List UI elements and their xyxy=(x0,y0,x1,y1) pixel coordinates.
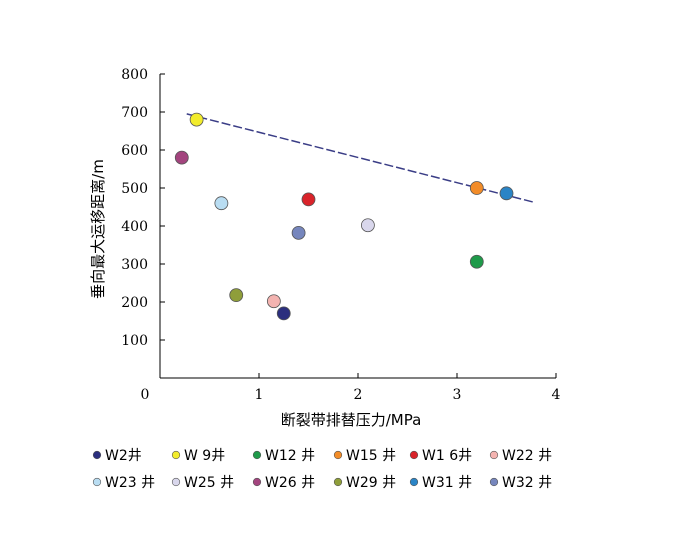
legend-marker xyxy=(409,450,419,460)
data-point xyxy=(469,254,484,269)
data-point xyxy=(469,181,484,195)
legend-label: W12 井 xyxy=(265,448,315,464)
legend-label: W26 井 xyxy=(265,475,315,491)
data-point xyxy=(291,225,306,240)
y-tick-label: 100 xyxy=(121,333,148,349)
legend-label: W32 井 xyxy=(502,475,552,491)
data-point xyxy=(360,218,375,233)
legend-label: W25 井 xyxy=(184,475,234,491)
y-tick-label: 200 xyxy=(121,295,148,311)
legend-label: W31 井 xyxy=(422,475,472,491)
x-tick-label: 2 xyxy=(354,387,363,403)
x-axis-title: 断裂带排替压力/MPa xyxy=(281,411,422,429)
legend-label: W15 井 xyxy=(346,448,396,464)
legend-marker xyxy=(171,450,181,460)
y-tick-label: 500 xyxy=(121,181,148,197)
legend-marker xyxy=(333,450,343,460)
legend-label: W2井 xyxy=(105,448,142,464)
legend: W2井 W 9井 W12 井 W15 井 W1 6井 W22 井 W23 井 W25 井 W26… xyxy=(92,448,552,491)
legend-label: W29 井 xyxy=(346,475,396,491)
legend-marker xyxy=(92,477,102,487)
legend-marker xyxy=(489,450,499,460)
data-point xyxy=(499,186,514,201)
legend-marker xyxy=(252,450,262,460)
x-tick-label: 1 xyxy=(255,387,264,403)
data-point xyxy=(214,196,229,211)
y-tick-label: 300 xyxy=(121,257,148,273)
data-point xyxy=(229,288,244,303)
y-tick-label: 600 xyxy=(121,143,148,159)
legend-marker xyxy=(409,477,419,487)
x-tick-label: 0 xyxy=(141,387,150,403)
x-tick-label: 4 xyxy=(552,387,561,403)
y-axis-title: 垂向最大运移距离/m xyxy=(89,159,107,299)
data-point xyxy=(276,306,291,321)
legend-label: W1 6井 xyxy=(422,448,472,464)
legend-marker xyxy=(171,477,181,487)
x-tick-label: 3 xyxy=(453,387,462,403)
legend-marker xyxy=(489,477,499,487)
y-tick-label: 700 xyxy=(121,105,148,121)
legend-label: W 9井 xyxy=(184,448,225,464)
legend-marker xyxy=(333,477,343,487)
legend-marker xyxy=(252,477,262,487)
y-tick-label: 800 xyxy=(121,67,148,83)
y-tick-label: 400 xyxy=(121,219,148,235)
data-point xyxy=(189,112,204,127)
data-points xyxy=(174,112,514,321)
data-point xyxy=(301,192,316,207)
legend-label: W23 井 xyxy=(105,475,155,491)
data-point xyxy=(266,294,281,309)
legend-marker xyxy=(92,450,102,460)
data-point xyxy=(174,150,189,165)
legend-label: W22 井 xyxy=(502,448,552,464)
axes: 100 200 300 400 500 600 700 800 0 1 2 3 4 xyxy=(121,67,560,403)
